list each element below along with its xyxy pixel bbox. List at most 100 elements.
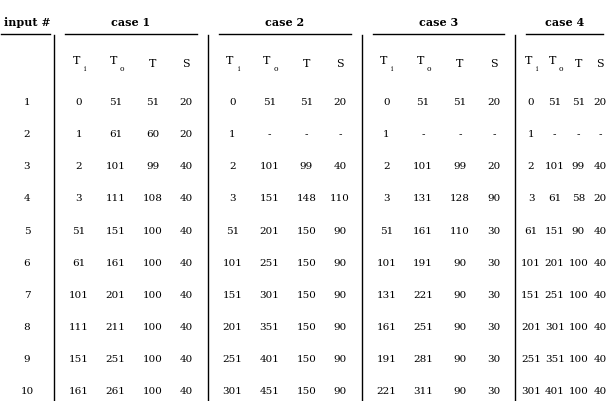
Text: 221: 221 — [413, 290, 433, 299]
Text: 51: 51 — [263, 98, 276, 107]
Text: o: o — [427, 65, 432, 73]
Text: 401: 401 — [545, 387, 565, 395]
Text: 90: 90 — [333, 387, 347, 395]
Text: 101: 101 — [376, 258, 396, 267]
Text: 40: 40 — [333, 162, 347, 171]
Text: 2: 2 — [528, 162, 534, 171]
Text: 1: 1 — [383, 130, 389, 139]
Text: 311: 311 — [413, 387, 433, 395]
Text: 40: 40 — [180, 387, 193, 395]
Text: 20: 20 — [333, 98, 347, 107]
Text: 90: 90 — [333, 290, 347, 299]
Text: 251: 251 — [413, 322, 433, 331]
Text: 451: 451 — [260, 387, 279, 395]
Text: 58: 58 — [572, 194, 585, 203]
Text: T: T — [263, 56, 271, 66]
Text: 150: 150 — [296, 387, 316, 395]
Text: 191: 191 — [376, 354, 396, 363]
Text: 261: 261 — [106, 387, 125, 395]
Text: 100: 100 — [143, 258, 162, 267]
Text: 151: 151 — [69, 354, 89, 363]
Text: 51: 51 — [379, 226, 393, 235]
Text: 281: 281 — [413, 354, 433, 363]
Text: 61: 61 — [525, 226, 538, 235]
Text: 3: 3 — [383, 194, 389, 203]
Text: 90: 90 — [453, 290, 467, 299]
Text: 191: 191 — [413, 258, 433, 267]
Text: 2: 2 — [24, 130, 30, 139]
Text: 1: 1 — [229, 130, 236, 139]
Text: 108: 108 — [143, 194, 162, 203]
Text: 201: 201 — [223, 322, 242, 331]
Text: 99: 99 — [572, 162, 585, 171]
Text: 40: 40 — [593, 387, 606, 395]
Text: 6: 6 — [24, 258, 30, 267]
Text: 51: 51 — [453, 98, 467, 107]
Text: 128: 128 — [450, 194, 470, 203]
Text: T: T — [380, 56, 387, 66]
Text: 100: 100 — [568, 322, 589, 331]
Text: 3: 3 — [24, 162, 30, 171]
Text: 1: 1 — [76, 130, 82, 139]
Text: T: T — [525, 56, 533, 66]
Text: 90: 90 — [333, 322, 347, 331]
Text: 211: 211 — [106, 322, 125, 331]
Text: T: T — [456, 59, 464, 69]
Text: 100: 100 — [568, 290, 589, 299]
Text: 8: 8 — [24, 322, 30, 331]
Text: 0: 0 — [76, 98, 82, 107]
Text: 40: 40 — [180, 290, 193, 299]
Text: input #: input # — [4, 16, 50, 28]
Text: -: - — [458, 130, 462, 139]
Text: 101: 101 — [545, 162, 565, 171]
Text: 51: 51 — [572, 98, 585, 107]
Text: 131: 131 — [376, 290, 396, 299]
Text: i: i — [237, 65, 240, 73]
Text: 251: 251 — [521, 354, 541, 363]
Text: 51: 51 — [72, 226, 85, 235]
Text: 101: 101 — [260, 162, 279, 171]
Text: 101: 101 — [413, 162, 433, 171]
Text: 90: 90 — [333, 354, 347, 363]
Text: 351: 351 — [260, 322, 279, 331]
Text: 251: 251 — [223, 354, 242, 363]
Text: -: - — [304, 130, 308, 139]
Text: 100: 100 — [143, 226, 162, 235]
Text: 151: 151 — [545, 226, 565, 235]
Text: 40: 40 — [180, 322, 193, 331]
Text: 101: 101 — [106, 162, 125, 171]
Text: 3: 3 — [528, 194, 534, 203]
Text: 90: 90 — [572, 226, 585, 235]
Text: T: T — [109, 56, 117, 66]
Text: 51: 51 — [300, 98, 313, 107]
Text: 90: 90 — [487, 194, 501, 203]
Text: o: o — [273, 65, 278, 73]
Text: 20: 20 — [487, 98, 501, 107]
Text: 90: 90 — [333, 226, 347, 235]
Text: 30: 30 — [487, 226, 501, 235]
Text: case 4: case 4 — [545, 16, 584, 28]
Text: -: - — [553, 130, 557, 139]
Text: -: - — [577, 130, 580, 139]
Text: 20: 20 — [180, 98, 193, 107]
Text: S: S — [336, 59, 344, 69]
Text: 20: 20 — [487, 162, 501, 171]
Text: 30: 30 — [487, 290, 501, 299]
Text: 20: 20 — [593, 194, 606, 203]
Text: 151: 151 — [521, 290, 541, 299]
Text: 151: 151 — [223, 290, 242, 299]
Text: 301: 301 — [223, 387, 242, 395]
Text: 60: 60 — [146, 130, 159, 139]
Text: 301: 301 — [521, 387, 541, 395]
Text: 100: 100 — [143, 387, 162, 395]
Text: 111: 111 — [106, 194, 125, 203]
Text: 201: 201 — [545, 258, 565, 267]
Text: 40: 40 — [593, 354, 606, 363]
Text: 90: 90 — [453, 354, 467, 363]
Text: 20: 20 — [180, 130, 193, 139]
Text: 51: 51 — [548, 98, 561, 107]
Text: 30: 30 — [487, 322, 501, 331]
Text: 7: 7 — [24, 290, 30, 299]
Text: 151: 151 — [260, 194, 279, 203]
Text: 150: 150 — [296, 226, 316, 235]
